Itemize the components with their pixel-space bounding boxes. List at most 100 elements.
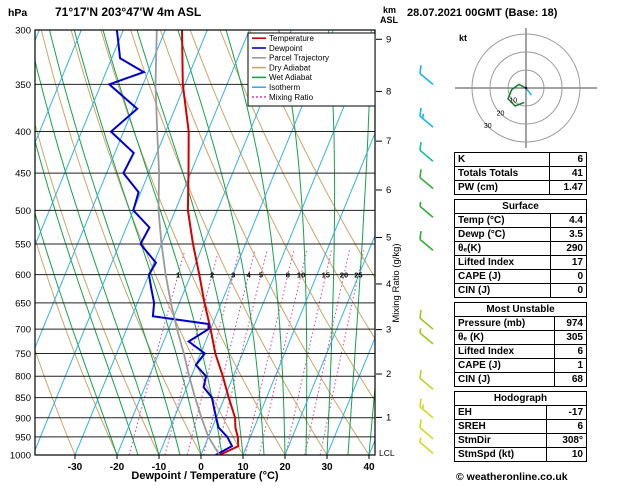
hodograph-ring-label: 30 — [484, 123, 492, 130]
index-value: 308° — [545, 433, 588, 448]
mixing-ratio-line — [128, 250, 186, 455]
legend-label: Parcel Trajectory — [269, 54, 329, 63]
wind-barb — [419, 398, 434, 419]
table-row: PW (cm) 1.47 — [454, 180, 588, 195]
table-row: CAPE (J) 0 — [454, 269, 588, 284]
km-tick-label: 8 — [386, 86, 391, 97]
hodograph-trace-main — [507, 83, 527, 107]
km-tick-label: 1 — [386, 412, 391, 423]
temp-tick-label: -10 — [152, 462, 167, 473]
index-value: 17 — [549, 255, 588, 270]
temp-tick-label: 20 — [279, 462, 291, 473]
index-label: Lifted Index — [453, 344, 556, 359]
dry-adiabat-line — [35, 348, 76, 455]
legend-label: Dry Adiabat — [269, 63, 311, 72]
index-value: -17 — [545, 405, 588, 420]
table-row: EH -17 — [454, 405, 588, 420]
wet-adiabat-line — [49, 30, 181, 455]
wind-barb — [419, 309, 434, 330]
index-value: 6 — [548, 152, 588, 167]
mixing-ratio-line — [164, 250, 220, 455]
pressure-tick-label: 1000 — [10, 451, 31, 462]
mixing-ratio-line — [285, 250, 332, 455]
isotherm-line — [35, 30, 208, 452]
table-row: Temp (°C) 4.4 — [454, 213, 588, 228]
km-tick-label: 2 — [386, 369, 391, 380]
index-value: 0 — [549, 283, 588, 298]
dry-adiabat-line — [35, 122, 160, 455]
index-value: 10 — [545, 447, 588, 462]
legend-label: Temperature — [269, 34, 314, 43]
index-label: CAPE (J) — [454, 269, 551, 284]
copyright: © weatheronline.co.uk — [456, 471, 568, 483]
hodograph-ring-label: 10 — [509, 98, 517, 105]
index-label: StmDir — [454, 433, 547, 448]
mixing-ratio-line — [304, 250, 350, 455]
legend-label: Mixing Ratio — [269, 93, 314, 102]
km-tick-label: 6 — [386, 185, 391, 196]
table-row: SREH 6 — [454, 419, 588, 434]
index-label: EH — [454, 405, 547, 420]
pressure-tick-label: 650 — [15, 298, 31, 309]
isotherm-line — [35, 30, 82, 145]
index-label: Totals Totals — [454, 166, 550, 181]
wind-barb — [419, 369, 434, 390]
profiles — [107, 30, 240, 455]
pressure-tick-label: 500 — [15, 206, 31, 217]
hodograph-ring — [507, 69, 545, 107]
pressure-tick-label: 450 — [15, 169, 31, 180]
wind-barb — [419, 419, 434, 440]
legend-label: Dewpoint — [269, 44, 303, 53]
hodograph-ring — [489, 51, 563, 125]
table-row: Pressure (mb) 974 — [453, 316, 587, 331]
index-label: SREH — [454, 419, 547, 434]
isotherm-line — [284, 234, 375, 455]
temperature-curve — [181, 30, 240, 455]
index-label: StmSpd (kt) — [454, 447, 547, 462]
dewpoint-curve — [107, 30, 234, 455]
indices-table-section: Most Unstable Pressure (mb) 974 θₑ (K) 305 Li… — [453, 302, 587, 387]
wind-barb — [419, 107, 434, 128]
pressure-axis-unit: hPa — [8, 7, 27, 19]
km-tick-label: 4 — [386, 279, 391, 290]
table-row: Lifted Index 6 — [453, 344, 587, 359]
x-axis-title: Dewpoint / Temperature (°C) — [131, 470, 279, 482]
mixing-ratio-label: 4 — [247, 271, 252, 280]
wind-barb — [419, 201, 434, 218]
km-tick-label: 9 — [386, 34, 391, 45]
pressure-tick-label: 400 — [15, 127, 31, 138]
isotherm-line — [326, 336, 375, 455]
mixing-ratio-line — [244, 250, 295, 455]
table-row: StmDir 308° — [454, 433, 588, 448]
table-row: CAPE (J) 1 — [453, 358, 587, 373]
isotherm-line — [35, 30, 166, 350]
legend-box — [247, 32, 376, 107]
pressure-tick-label: 700 — [15, 325, 31, 336]
km-axis-label-asl: ASL — [380, 15, 399, 25]
table-row: CIN (J) 0 — [454, 283, 588, 298]
wet-adiabat-line — [73, 30, 202, 455]
pressure-tick-label: 300 — [15, 26, 31, 37]
hodograph-trace-secondary — [525, 87, 533, 96]
table-row: Dewp (°C) 3.5 — [454, 227, 588, 242]
km-axis-label-km: km — [383, 5, 396, 15]
mixing-ratio-axis-label: Mixing Ratio (g/kg) — [391, 243, 402, 322]
hodograph: 10 20 30 — [455, 28, 597, 148]
isotherm-line — [242, 131, 375, 455]
indices-table-section: K 6 Totals Totals 41 PW (cm) 1.47 — [454, 152, 588, 195]
index-label: Pressure (mb) — [453, 316, 556, 331]
index-label: CIN (J) — [453, 372, 556, 387]
mixing-ratio-label: 10 — [297, 271, 305, 280]
mixing-ratio-label: 8 — [286, 271, 290, 280]
wind-barb — [419, 437, 434, 454]
pressure-tick-label: 600 — [15, 270, 31, 281]
datetime-label: 28.07.2021 00GMT (Base: 18) — [407, 7, 558, 19]
index-value: 41 — [548, 166, 588, 181]
mixing-ratio-label: 1 — [176, 271, 180, 280]
mixing-ratio-label: 2 — [210, 271, 214, 280]
index-label: Lifted Index — [454, 255, 551, 270]
wind-barb — [419, 141, 434, 162]
pressure-tick-label: 350 — [15, 80, 31, 91]
